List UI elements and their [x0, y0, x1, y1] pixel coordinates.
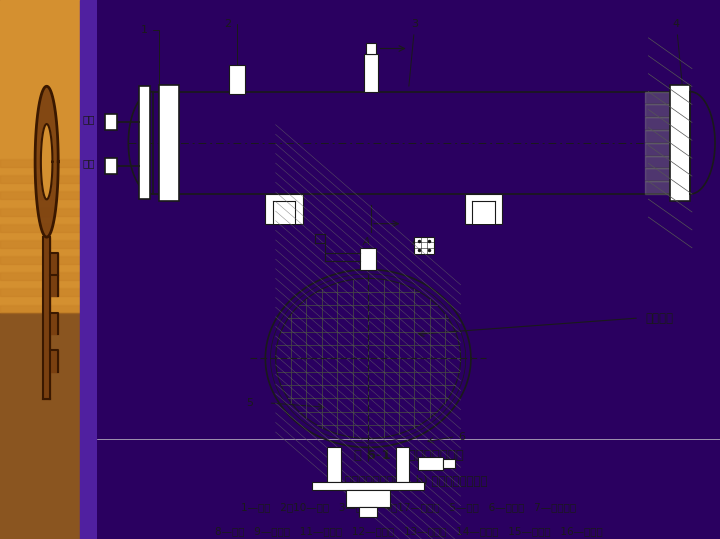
- Bar: [0, 0, 97, 313]
- Text: 3: 3: [409, 19, 418, 86]
- Bar: [359, 507, 377, 517]
- Bar: [0, 296, 97, 305]
- Bar: [273, 201, 295, 224]
- Bar: [312, 482, 424, 490]
- Bar: [443, 459, 455, 468]
- Polygon shape: [41, 124, 53, 199]
- Bar: [0, 272, 97, 280]
- Text: 1—端盖   2、10—壳体   3—进气管   4、17—传热管   5—支架   6—出液管   7—放空气管: 1—端盖 2、10—壳体 3—进气管 4、17—传热管 5—支架 6—出液管 7…: [241, 502, 576, 512]
- Polygon shape: [645, 105, 670, 118]
- Bar: [0, 232, 97, 240]
- Bar: [50, 275, 58, 296]
- Bar: [80, 0, 97, 539]
- Bar: [160, 85, 179, 201]
- Bar: [0, 167, 97, 175]
- Bar: [104, 158, 117, 174]
- Bar: [418, 457, 443, 470]
- Bar: [464, 194, 502, 224]
- Bar: [0, 248, 97, 256]
- Bar: [366, 43, 377, 54]
- Bar: [0, 313, 97, 539]
- Bar: [414, 237, 434, 254]
- Text: a) 卧式壳管式冷凝器    b) 立式壳管式冷凝器: a) 卧式壳管式冷凝器 b) 立式壳管式冷凝器: [329, 475, 488, 488]
- Text: A: A: [363, 237, 370, 247]
- Polygon shape: [645, 156, 670, 168]
- Bar: [50, 350, 58, 372]
- Text: 排管方式: 排管方式: [645, 312, 673, 324]
- Bar: [0, 280, 97, 288]
- Bar: [0, 216, 97, 224]
- Bar: [0, 159, 97, 167]
- Bar: [364, 54, 378, 92]
- Bar: [346, 490, 390, 507]
- Text: 4: 4: [673, 19, 683, 86]
- Polygon shape: [645, 130, 670, 143]
- Polygon shape: [645, 118, 670, 130]
- Polygon shape: [645, 181, 670, 194]
- Text: 8—水槽   9—安全阀   11—平衡管   12—混合管   13—收油阀   14—节流阀   15—压力表   16—进气阀: 8—水槽 9—安全阀 11—平衡管 12—混合管 13—收油阀 14—节流阀 1…: [215, 526, 603, 536]
- Bar: [0, 151, 97, 159]
- Bar: [0, 208, 97, 216]
- Bar: [50, 253, 58, 275]
- Polygon shape: [645, 168, 670, 181]
- Bar: [0, 264, 97, 272]
- Bar: [0, 256, 97, 264]
- Polygon shape: [43, 237, 50, 399]
- Polygon shape: [645, 92, 670, 105]
- Bar: [0, 288, 97, 296]
- Bar: [327, 447, 341, 482]
- Text: 水进: 水进: [83, 158, 95, 168]
- Bar: [0, 305, 97, 313]
- Bar: [472, 201, 495, 224]
- Bar: [104, 114, 117, 130]
- Bar: [395, 447, 409, 482]
- Bar: [50, 313, 58, 334]
- Bar: [139, 86, 150, 199]
- Bar: [360, 248, 376, 270]
- Text: 图 6-1  壳管式冷凝器结构: 图 6-1 壳管式冷凝器结构: [354, 449, 464, 462]
- Bar: [266, 194, 302, 224]
- Text: 2: 2: [225, 19, 238, 86]
- Bar: [0, 240, 97, 248]
- Polygon shape: [645, 143, 670, 156]
- Bar: [0, 175, 97, 183]
- Text: 1: 1: [140, 25, 160, 86]
- Bar: [0, 224, 97, 232]
- Text: A—A: A—A: [412, 237, 436, 247]
- Text: 6: 6: [458, 432, 465, 441]
- Text: 水出: 水出: [83, 115, 95, 125]
- Bar: [670, 85, 690, 201]
- Bar: [0, 183, 97, 191]
- Polygon shape: [35, 86, 58, 237]
- Text: 5: 5: [246, 398, 253, 408]
- Bar: [229, 65, 246, 94]
- Bar: [0, 191, 97, 199]
- Bar: [0, 199, 97, 208]
